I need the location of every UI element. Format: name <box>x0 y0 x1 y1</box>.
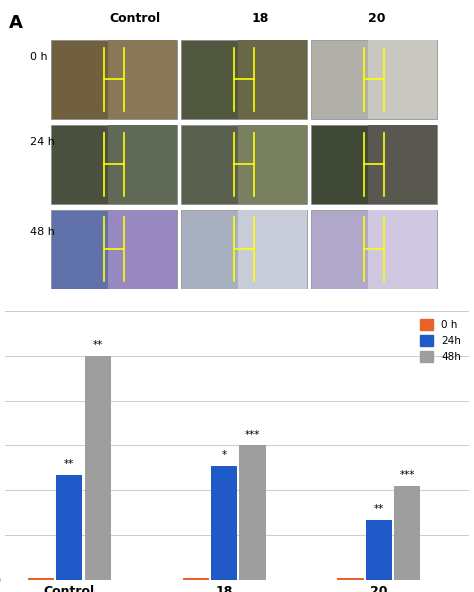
Bar <box>366 520 392 580</box>
Bar <box>181 40 307 119</box>
Text: **: ** <box>92 340 103 350</box>
Text: *: * <box>221 450 227 460</box>
Bar <box>51 40 177 119</box>
Text: 20: 20 <box>368 12 385 25</box>
Bar <box>181 210 307 289</box>
Bar <box>108 40 177 119</box>
Bar <box>51 125 177 204</box>
Bar <box>368 125 437 204</box>
Bar <box>108 210 177 289</box>
Bar <box>311 210 437 289</box>
Bar <box>311 40 437 119</box>
Bar <box>237 40 307 119</box>
Bar <box>239 446 265 580</box>
Text: A: A <box>9 14 23 33</box>
Bar <box>337 578 364 580</box>
Bar <box>237 210 307 289</box>
Bar <box>84 356 111 580</box>
Text: 18: 18 <box>252 12 269 25</box>
Text: ***: *** <box>400 470 415 480</box>
Bar <box>181 125 307 204</box>
Bar <box>28 578 54 580</box>
Text: **: ** <box>64 459 74 469</box>
Bar <box>368 40 437 119</box>
Text: ***: *** <box>245 430 260 440</box>
Text: 24 h: 24 h <box>30 137 55 147</box>
Text: **: ** <box>374 504 384 514</box>
Bar <box>368 210 437 289</box>
Text: Control: Control <box>109 12 160 25</box>
Bar <box>211 466 237 580</box>
Text: 48 h: 48 h <box>30 227 55 237</box>
Bar <box>108 125 177 204</box>
Bar <box>237 125 307 204</box>
Bar <box>56 475 82 580</box>
Bar <box>394 486 420 580</box>
Bar <box>51 210 177 289</box>
Text: 0 h: 0 h <box>30 52 48 62</box>
Legend: 0 h, 24h, 48h: 0 h, 24h, 48h <box>417 316 464 365</box>
Bar <box>311 125 437 204</box>
Bar <box>182 578 209 580</box>
